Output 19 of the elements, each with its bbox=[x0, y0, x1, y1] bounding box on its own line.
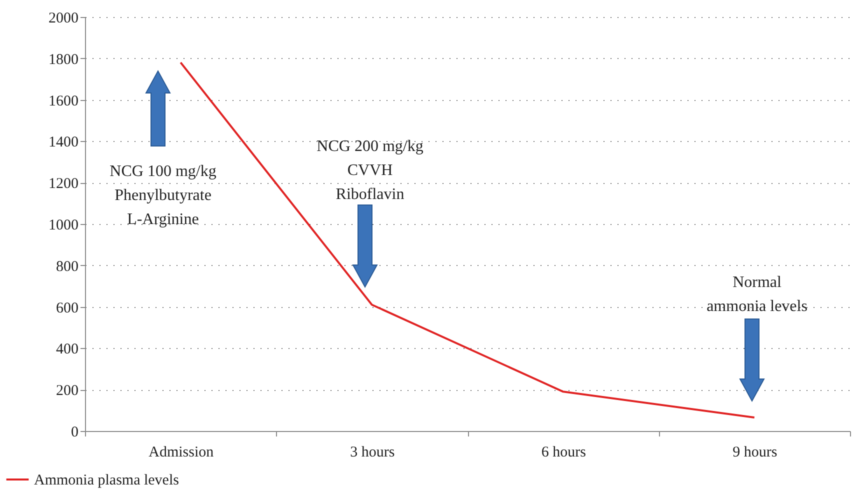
y-tick-label: 600 bbox=[56, 300, 78, 316]
y-tick-label: 2000 bbox=[48, 10, 78, 26]
x-tick-label: Admission bbox=[148, 444, 214, 460]
y-tick-label: 200 bbox=[56, 383, 78, 400]
y-tick-label: 1600 bbox=[48, 93, 78, 110]
x-tick-label: 6 hours bbox=[541, 444, 586, 460]
y-tick-label: 800 bbox=[56, 258, 78, 275]
y-tick-label: 1400 bbox=[48, 134, 78, 151]
y-tick-label: 1200 bbox=[48, 176, 78, 192]
y-tick-label: 1800 bbox=[48, 52, 78, 68]
annotation: NCG 200 mg/kg CVVH Riboflavin bbox=[316, 138, 424, 203]
annotation: Normal ammonia levels bbox=[706, 274, 808, 315]
y-tick-label: 1000 bbox=[48, 218, 78, 234]
x-tick-label: 3 hours bbox=[350, 444, 395, 460]
x-tick-label: 9 hours bbox=[732, 444, 778, 460]
y-tick-label: 0 bbox=[71, 424, 78, 440]
y-tick-label: 400 bbox=[56, 342, 78, 358]
legend-label: Ammonia plasma levels bbox=[34, 472, 180, 488]
annotation: NCG 100 mg/kg Phenylbutyrate L-Arginine bbox=[110, 163, 216, 228]
